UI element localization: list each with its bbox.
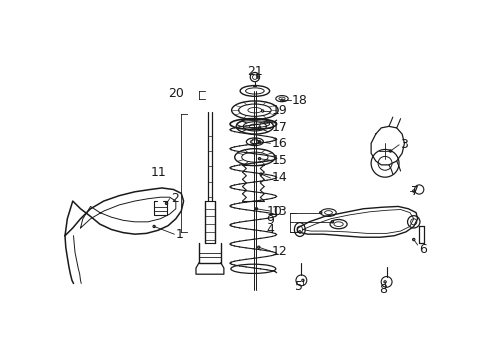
Text: 1: 1 xyxy=(176,228,183,240)
Text: 14: 14 xyxy=(271,171,287,184)
Text: 21: 21 xyxy=(246,65,263,78)
Text: 4: 4 xyxy=(266,223,274,236)
Text: 3: 3 xyxy=(400,138,407,151)
Text: 10: 10 xyxy=(266,204,282,217)
Text: 18: 18 xyxy=(291,94,307,107)
Text: 11: 11 xyxy=(150,166,165,179)
Text: 15: 15 xyxy=(271,154,287,167)
Text: 19: 19 xyxy=(271,104,287,117)
Text: 12: 12 xyxy=(271,244,287,258)
Text: 7: 7 xyxy=(410,185,419,198)
Text: 2: 2 xyxy=(171,192,179,205)
Text: 16: 16 xyxy=(271,137,287,150)
Text: 8: 8 xyxy=(378,283,386,296)
Text: 9: 9 xyxy=(266,214,274,227)
Text: 5: 5 xyxy=(295,280,303,293)
Text: 6: 6 xyxy=(418,243,426,256)
Text: 17: 17 xyxy=(271,121,287,134)
Text: 20: 20 xyxy=(168,87,183,100)
Text: 13: 13 xyxy=(271,204,287,217)
